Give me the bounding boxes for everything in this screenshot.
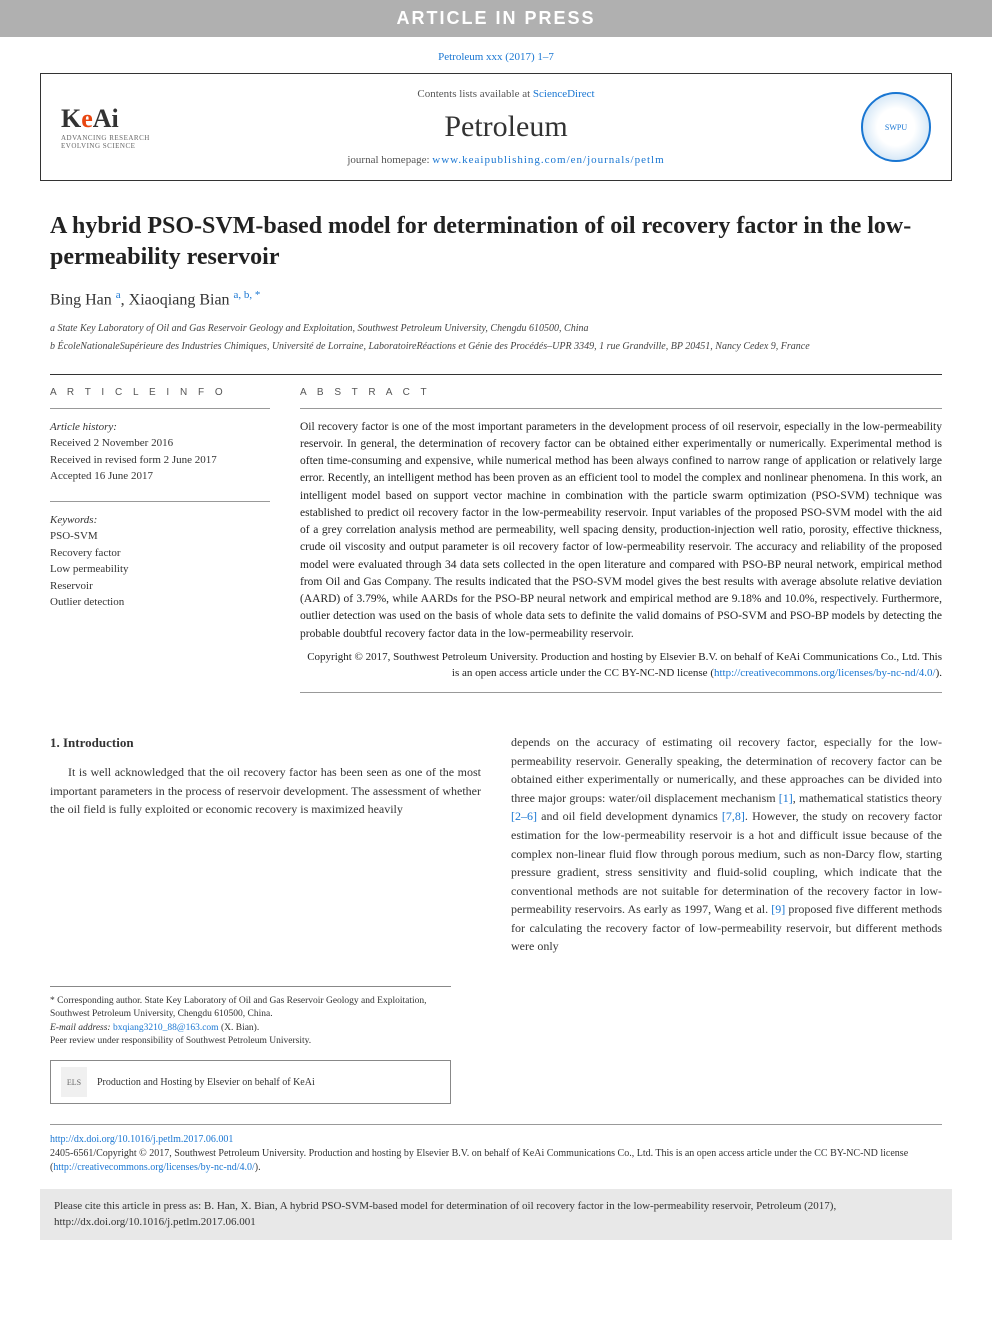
hosting-box: ELS Production and Hosting by Elsevier o… (50, 1060, 451, 1104)
article-info-label: A R T I C L E I N F O (50, 387, 270, 398)
intro-paragraph-1: It is well acknowledged that the oil rec… (50, 763, 481, 819)
sciencedirect-link[interactable]: ScienceDirect (533, 88, 595, 100)
ref-link[interactable]: [1] (779, 791, 793, 805)
peer-review-note: Peer review under responsibility of Sout… (50, 1035, 451, 1048)
keyword: PSO-SVM (50, 528, 270, 545)
accepted-date: Accepted 16 June 2017 (50, 468, 270, 485)
copyright-text: Copyright © 2017, Southwest Petroleum Un… (300, 649, 942, 682)
journal-reference: Petroleum xxx (2017) 1–7 (0, 37, 992, 73)
article-info-column: A R T I C L E I N F O Article history: R… (50, 387, 270, 703)
doi-link[interactable]: http://dx.doi.org/10.1016/j.petlm.2017.0… (50, 1134, 233, 1145)
intro-right-column: depends on the accuracy of estimating oi… (511, 733, 942, 956)
ref-link[interactable]: [2–6] (511, 809, 537, 823)
keai-logo: KeAi ADVANCING RESEARCH EVOLVING SCIENCE (61, 104, 151, 151)
keyword: Outlier detection (50, 594, 270, 611)
abstract-column: A B S T R A C T Oil recovery factor is o… (300, 387, 942, 703)
abstract-label: A B S T R A C T (300, 387, 942, 398)
cc-license-link[interactable]: http://creativecommons.org/licenses/by-n… (714, 667, 936, 679)
history-label: Article history: (50, 419, 270, 436)
author-1: Bing Han (50, 292, 116, 309)
affiliation-a: a State Key Laboratory of Oil and Gas Re… (50, 322, 942, 336)
keyword: Reservoir (50, 578, 270, 595)
revised-date: Received in revised form 2 June 2017 (50, 452, 270, 469)
author-2: Xiaoqiang Bian (129, 292, 234, 309)
author-list: Bing Han a, Xiaoqiang Bian a, b, * (50, 289, 942, 309)
keywords-label: Keywords: (50, 512, 270, 529)
journal-center-block: Contents lists available at ScienceDirec… (151, 88, 861, 166)
keyword: Low permeability (50, 561, 270, 578)
article-title: A hybrid PSO-SVM-based model for determi… (50, 211, 942, 273)
intro-left-column: 1. Introduction It is well acknowledged … (50, 733, 481, 956)
cite-instruction-box: Please cite this article in press as: B.… (40, 1189, 952, 1240)
article-in-press-banner: ARTICLE IN PRESS (0, 0, 992, 37)
footnote-block: * Corresponding author. State Key Labora… (50, 986, 451, 1048)
affiliation-b: b ÉcoleNationaleSupérieure des Industrie… (50, 340, 942, 354)
ref-link[interactable]: [9] (771, 902, 785, 916)
intro-paragraph-2: depends on the accuracy of estimating oi… (511, 733, 942, 956)
corresponding-author-note: * Corresponding author. State Key Labora… (50, 995, 451, 1022)
intro-heading: 1. Introduction (50, 733, 481, 753)
abstract-text: Oil recovery factor is one of the most i… (300, 419, 942, 643)
journal-name: Petroleum (151, 110, 861, 144)
cc-license-link-bottom[interactable]: http://creativecommons.org/licenses/by-n… (53, 1162, 254, 1173)
journal-emblem-icon: SWPU (861, 92, 931, 162)
received-date: Received 2 November 2016 (50, 435, 270, 452)
hosting-text: Production and Hosting by Elsevier on be… (97, 1077, 315, 1088)
keyword: Recovery factor (50, 545, 270, 562)
journal-header-box: KeAi ADVANCING RESEARCH EVOLVING SCIENCE… (40, 73, 952, 181)
divider (50, 374, 942, 375)
journal-homepage-link[interactable]: www.keaipublishing.com/en/journals/petlm (432, 154, 664, 166)
bottom-references: http://dx.doi.org/10.1016/j.petlm.2017.0… (50, 1124, 942, 1175)
elsevier-logo-icon: ELS (61, 1067, 87, 1097)
ref-link[interactable]: [7,8] (722, 809, 745, 823)
email-link[interactable]: bxqiang3210_88@163.com (113, 1023, 219, 1033)
